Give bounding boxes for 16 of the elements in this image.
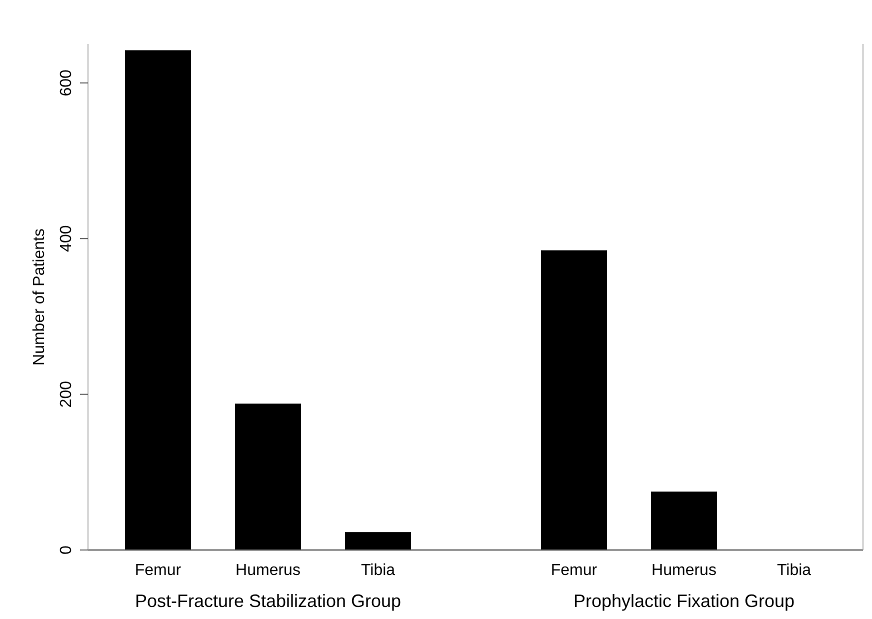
y-axis-title: Number of Patients [31, 228, 48, 366]
x-tick-label: Tibia [776, 562, 812, 579]
x-axis-title: Post-Fracture Stabilization Group [134, 591, 402, 611]
bar [345, 532, 411, 550]
x-tick-label: Tibia [360, 562, 396, 579]
x-tick-label: Humerus [652, 562, 716, 579]
x-axis-title: Prophylactic Fixation Group [573, 591, 795, 611]
x-tick-label: Humerus [236, 562, 300, 579]
x-tick-label: Femur [134, 562, 182, 579]
x-tick-label: Femur [550, 562, 598, 579]
y-tick-label: 0 [58, 545, 75, 554]
y-tick-label: 600 [58, 69, 75, 96]
y-tick-label: 400 [58, 225, 75, 252]
bar [125, 50, 191, 550]
y-tick-label: 200 [58, 380, 75, 408]
bar [235, 404, 301, 550]
